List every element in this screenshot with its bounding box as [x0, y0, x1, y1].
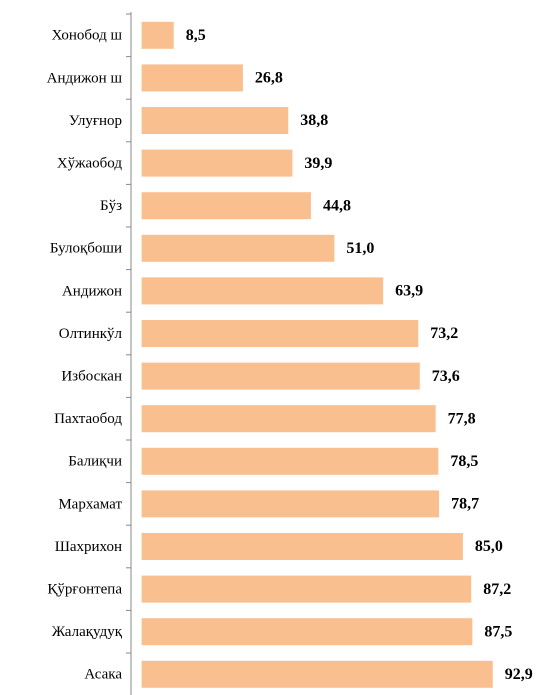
data-label: 73,2 — [430, 325, 458, 342]
bar — [141, 64, 243, 92]
bar — [141, 618, 473, 646]
y-tick-label: Шахрихон — [55, 539, 122, 555]
data-label: 92,9 — [505, 666, 533, 683]
data-label: 8,5 — [186, 27, 206, 44]
bar — [141, 490, 440, 518]
y-tick-label: Булоқбоши — [50, 241, 122, 257]
y-tick-label: Қўрғонтепа — [47, 582, 122, 598]
data-label: 78,7 — [451, 496, 479, 513]
bar — [141, 21, 174, 49]
y-tick-label: Балиқчи — [68, 454, 122, 470]
y-tick-label: Жалақудуқ — [52, 624, 123, 640]
data-label: 51,0 — [346, 240, 374, 257]
data-label: 87,5 — [484, 623, 512, 640]
y-tick-label: Олтинкўл — [59, 326, 123, 342]
y-tick-label: Пахтаобод — [54, 411, 122, 427]
bar — [141, 362, 420, 390]
bar — [141, 277, 384, 305]
data-label: 87,2 — [483, 581, 511, 598]
y-tick-label: Андижон ш — [47, 70, 123, 86]
data-label: 26,8 — [255, 70, 283, 87]
data-label: 63,9 — [395, 283, 423, 300]
data-label: 77,8 — [448, 410, 476, 427]
bar — [141, 533, 463, 560]
bar — [141, 320, 419, 347]
bar — [141, 149, 293, 177]
y-tick-label: Хўжаобод — [57, 156, 123, 172]
y-tick-label: Бўз — [100, 198, 122, 214]
y-tick-label: Мархамат — [58, 496, 122, 512]
bar — [141, 575, 472, 603]
data-label: 85,0 — [475, 538, 503, 555]
bar — [141, 447, 439, 475]
data-label: 78,5 — [450, 453, 478, 470]
bar — [141, 107, 289, 134]
bar — [141, 405, 436, 433]
y-tick-label: Андижон — [62, 283, 122, 299]
data-label: 73,6 — [432, 368, 460, 385]
data-label: 44,8 — [323, 197, 351, 214]
bar — [141, 192, 311, 220]
y-tick-label: Асака — [84, 667, 122, 683]
y-tick-label: Избоскан — [61, 369, 122, 385]
y-tick-label: Хонобод ш — [51, 28, 122, 44]
bar — [141, 660, 493, 688]
y-tick-label: Улуғнор — [69, 113, 122, 129]
bar — [141, 234, 335, 262]
data-label: 39,9 — [304, 155, 332, 172]
data-label: 38,8 — [300, 112, 328, 129]
